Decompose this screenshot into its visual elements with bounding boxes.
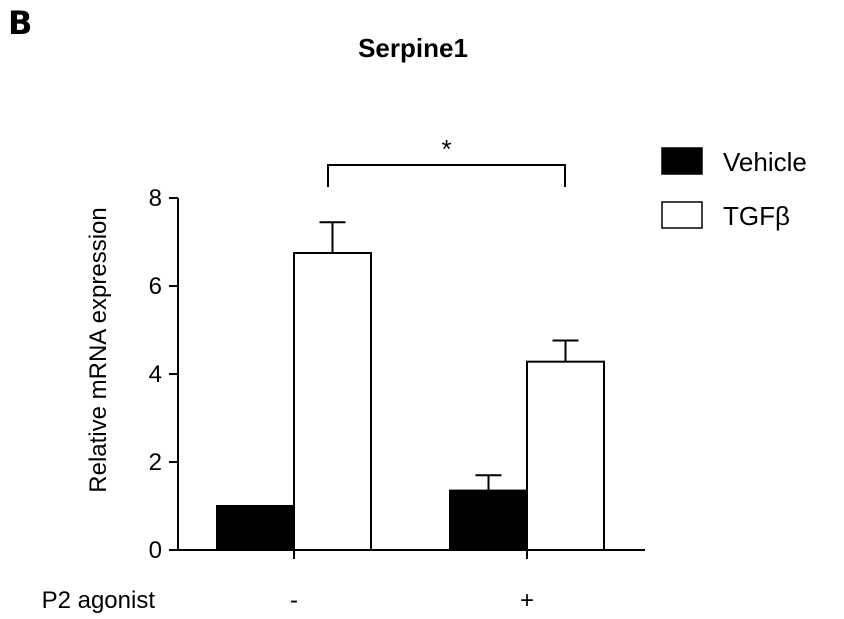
- y-tick-label: 6: [149, 273, 162, 300]
- legend: Vehicle TGFβ: [661, 147, 807, 231]
- plot-area: 0 2 4 6 8 - + *: [149, 134, 645, 614]
- y-tick-label: 0: [149, 537, 162, 564]
- x-tick-label: -: [290, 587, 298, 614]
- panel-label: B: [8, 4, 33, 42]
- y-tick-label: 4: [149, 361, 162, 388]
- y-tick-label: 2: [149, 449, 162, 476]
- legend-label: TGFβ: [723, 201, 790, 231]
- legend-swatch: [661, 147, 703, 175]
- x-axis-title: P2 agonist: [42, 587, 156, 614]
- y-tick-label: 8: [149, 185, 162, 212]
- legend-swatch: [661, 201, 703, 229]
- significance-marker: *: [441, 134, 451, 164]
- legend-label: Vehicle: [723, 147, 807, 177]
- bar: [216, 505, 295, 551]
- bar: [293, 252, 372, 551]
- y-axis-title: Relative mRNA expression: [85, 207, 112, 492]
- chart-title: Serpine1: [358, 33, 468, 63]
- significance-bracket: [327, 164, 566, 187]
- bar: [449, 489, 528, 552]
- bar: [526, 360, 605, 551]
- x-tick-label: +: [520, 587, 534, 614]
